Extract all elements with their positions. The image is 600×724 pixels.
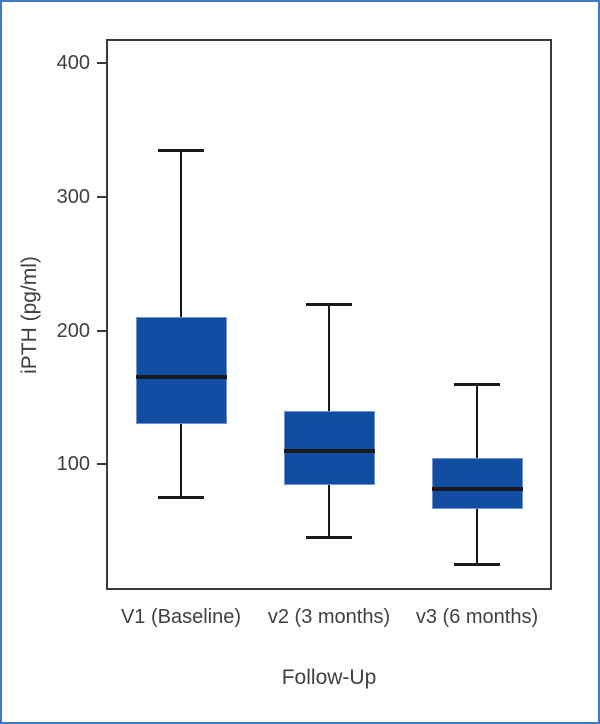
whisker-cap-low	[158, 495, 204, 499]
median-line	[431, 486, 523, 491]
y-axis-title: iPTH (pg/ml)	[8, 40, 52, 589]
x-tick-label: v2 (3 months)	[267, 606, 391, 628]
box	[431, 457, 523, 509]
y-tick-label: 300	[56, 185, 90, 208]
whisker-cap-low	[454, 562, 500, 566]
y-tick-mark	[97, 61, 106, 64]
whisker-cap-high	[158, 148, 204, 152]
y-tick-mark	[97, 195, 106, 198]
x-tick-label: V1 (Baseline)	[120, 606, 242, 628]
median-line	[283, 449, 375, 454]
median-line	[135, 375, 227, 380]
whisker-cap-high	[454, 383, 500, 387]
box	[283, 410, 375, 485]
whisker-cap-high	[306, 302, 352, 306]
y-tick-mark	[97, 463, 106, 466]
y-tick-mark	[97, 329, 106, 332]
box	[135, 317, 227, 425]
y-tick-label: 100	[56, 453, 90, 476]
y-tick-label: 200	[56, 319, 90, 342]
y-axis-title-text: iPTH (pg/ml)	[18, 255, 41, 374]
whisker-cap-low	[306, 536, 352, 540]
x-tick-label: v3 (6 months)	[415, 606, 539, 628]
y-tick-label: 400	[56, 51, 90, 74]
x-axis-title: Follow-Up	[281, 666, 377, 689]
